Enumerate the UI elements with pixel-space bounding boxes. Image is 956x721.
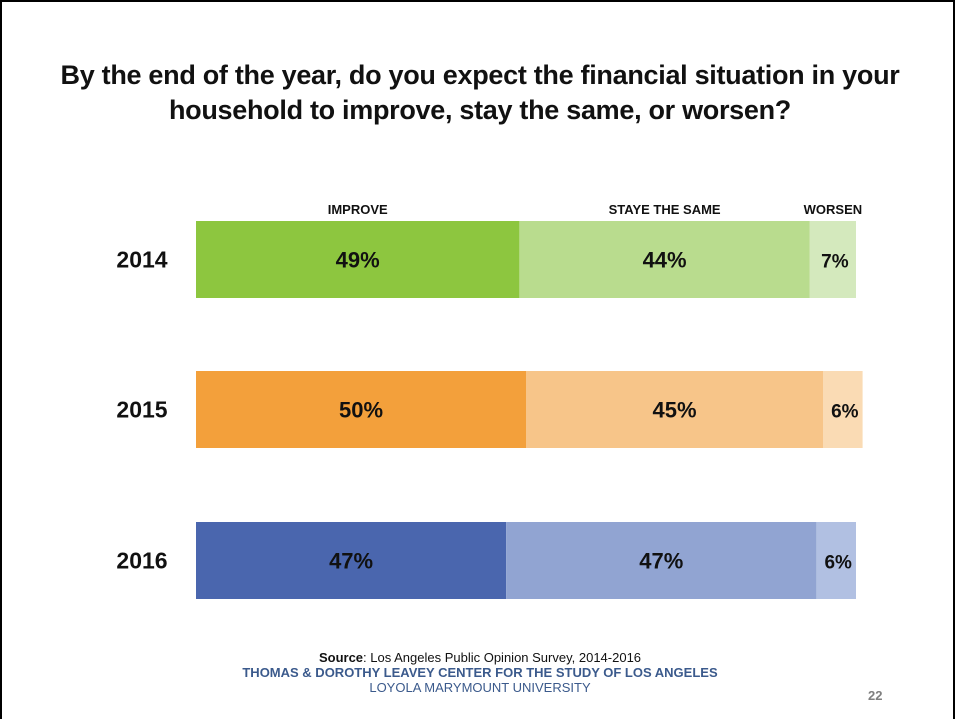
source-label: Source [318, 650, 364, 665]
segment-header-1: IMPROVE [328, 202, 388, 217]
category-label: 2014 [116, 247, 167, 273]
organization-name: THOMAS & DOROTHY LEAVEY CENTER FOR THE S… [242, 665, 718, 680]
bar-row-2016: 2016 47% 47% 6% [116, 522, 856, 599]
segment-headers: IMPROVE STAYE THE SAME WORSEN [328, 202, 862, 217]
bar-rows: 2014 49% 44% 7% 2015 50% 45% 6% 2016 47% 47% 6% [116, 221, 863, 599]
footer: Source: Los Angeles Public Opinion Surve… [162, 650, 798, 695]
bar-row-2014: 2014 49% 44% 7% [116, 221, 856, 298]
segment-header-3: WORSEN [804, 202, 863, 217]
data-label: 7% [821, 252, 849, 273]
data-label: 44% [643, 248, 687, 273]
bar-segment-staye-the-same [506, 522, 817, 599]
data-label: 50% [339, 398, 383, 423]
bar-segment-worsen [823, 371, 863, 448]
bar-segment-improve [196, 522, 507, 599]
bar-segment-worsen [816, 522, 856, 599]
bar-segment-staye-the-same [526, 371, 823, 448]
bar-row-2015: 2015 50% 45% 6% [116, 371, 863, 448]
chart-title: By the end of the year, do you expect th… [60, 60, 900, 125]
page-number: 22 [868, 688, 883, 703]
bar-segment-improve [196, 221, 520, 298]
data-label: 47% [329, 549, 373, 574]
category-label: 2016 [116, 548, 167, 574]
bar-segment-staye-the-same [519, 221, 810, 298]
data-label: 49% [336, 248, 380, 273]
data-label: 47% [639, 549, 683, 574]
data-label: 6% [824, 553, 852, 574]
bar-segment-improve [196, 371, 526, 448]
data-label: 6% [831, 402, 859, 423]
segment-header-2: STAYE THE SAME [609, 202, 721, 217]
source-text: : Los Angeles Public Opinion Survey, 201… [363, 650, 642, 665]
bar-segment-worsen [809, 221, 856, 298]
university-name: LOYOLA MARYMOUNT UNIVERSITY [369, 680, 591, 695]
data-label: 45% [652, 398, 696, 423]
category-label: 2015 [116, 397, 167, 423]
source-line: Source: Los Angeles Public Opinion Surve… [162, 650, 798, 665]
